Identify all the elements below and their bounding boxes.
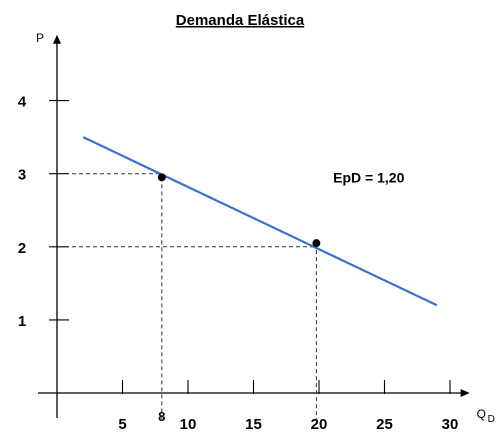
x-axis-arrow	[460, 389, 470, 397]
x-tick-label-10: 10	[180, 416, 197, 433]
y-axis-label: P	[36, 31, 44, 45]
data-point-1	[157, 173, 166, 182]
y-tick-label-2: 2	[18, 240, 26, 257]
x-tick-label-15: 15	[245, 416, 262, 433]
data-point-2	[312, 239, 321, 248]
y-tick-label-1: 1	[18, 313, 26, 330]
y-tick-label-3: 3	[18, 167, 26, 184]
demand-line	[82, 136, 438, 307]
x-tick-label-20: 20	[311, 416, 328, 433]
axes: P Q D	[36, 31, 495, 425]
points-group	[157, 173, 321, 248]
x-tick-label-25: 25	[376, 416, 393, 433]
y-axis-arrow	[53, 34, 61, 44]
guide-lines	[72, 173, 317, 420]
x-tick-label-30: 30	[442, 416, 459, 433]
chart-title: Demanda Elástica	[176, 12, 305, 29]
elasticity-annotation: EpD = 1,20	[333, 169, 404, 185]
x-tick-label-5: 5	[118, 416, 126, 433]
series-group	[82, 136, 438, 307]
y-tick-label-4: 4	[18, 94, 27, 111]
x-axis-label-subscript: D	[488, 414, 495, 425]
x-axis-label: Q	[477, 407, 486, 421]
